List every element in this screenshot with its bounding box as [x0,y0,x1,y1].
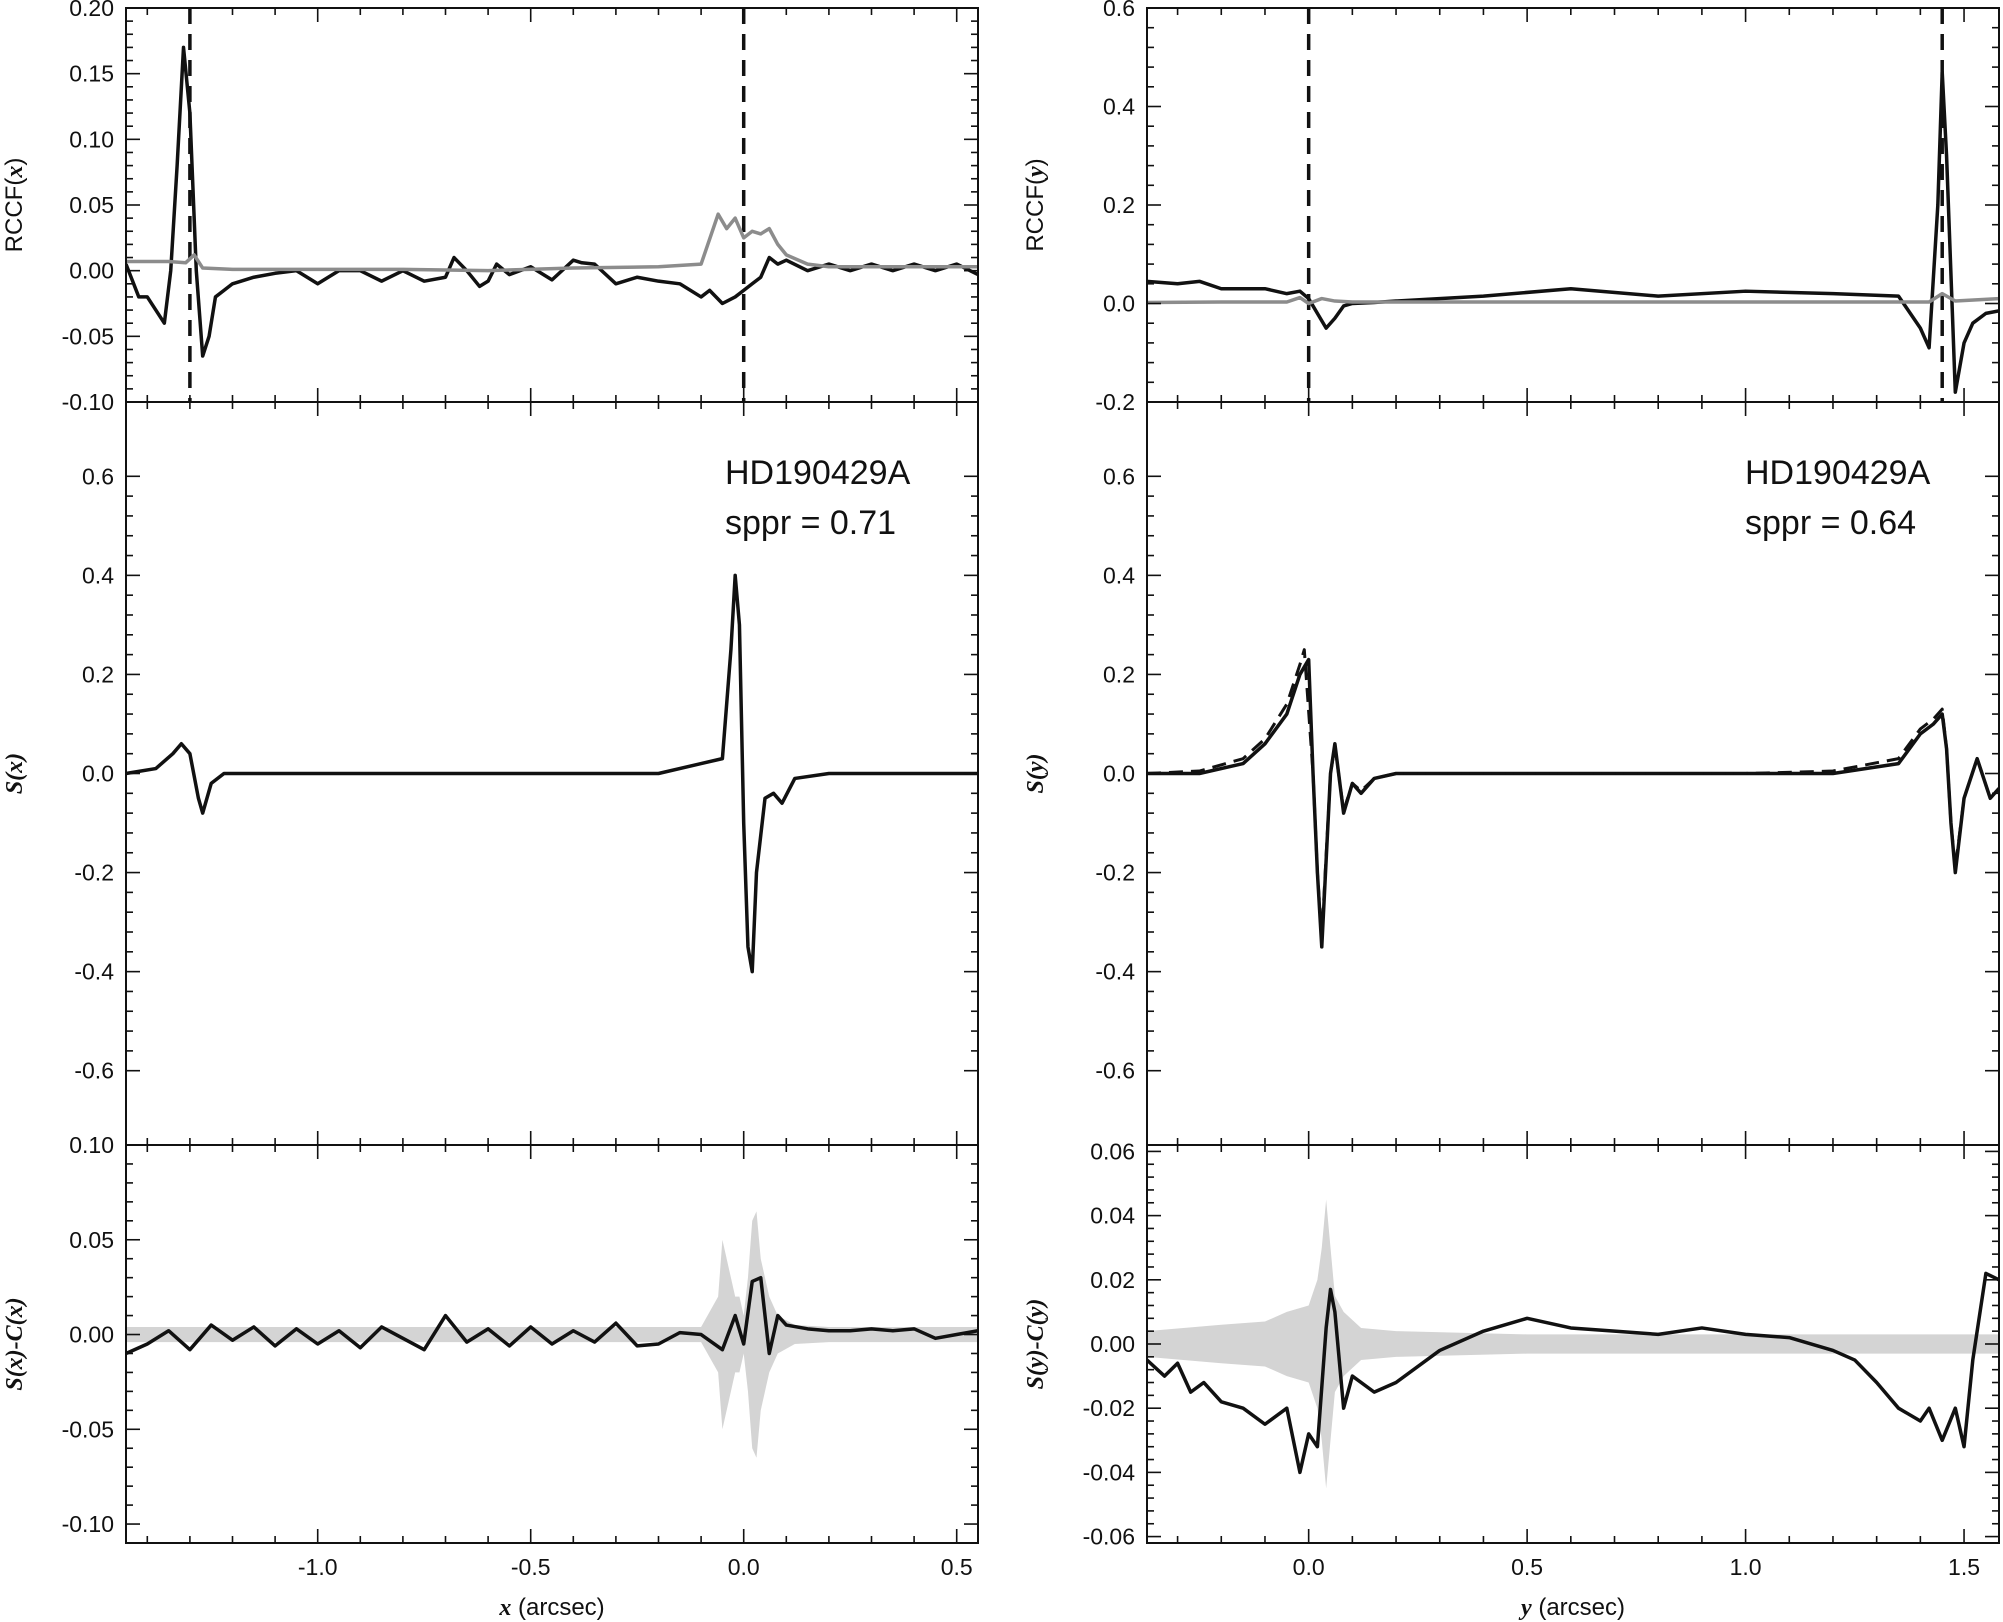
series-line-black [1147,70,1999,394]
y-axis-label: S(x) [2,753,28,794]
y-axis-label: S(y) [1023,754,1049,794]
x-tick-label: 0.0 [1293,1554,1325,1580]
data-layer-resid-x [126,1211,978,1458]
series-line-solid [1147,657,1999,949]
x-tick-label: 1.5 [1948,1554,1980,1580]
y-tick-label: 0.20 [69,0,114,21]
y-tick-label: 0.2 [1103,661,1135,687]
y-label-var: S(y)-C(y) [1023,1299,1049,1390]
uncertainty-band [126,1211,978,1458]
y-tick-label: 0.4 [82,562,114,588]
x-tick-label: 0.0 [728,1554,760,1580]
data-layer-s-y [1147,648,1999,949]
y-label-var: x [2,166,28,179]
y-tick-label: -0.10 [62,389,114,415]
x-label-unit: (arcsec) [511,1594,604,1621]
y-tick-label: 0.0 [82,761,114,787]
panel-s-y: -0.6 -0.4 -0.2 0.0 0.2 0.4 0.6 S(y) HD190429A spp… [1023,401,2000,1146]
series-line-solid [126,573,978,974]
y-label-part: ) [1,158,28,166]
y-tick-label: -0.6 [1095,1058,1135,1084]
y-tick-label: 0.00 [1090,1331,1135,1357]
y-axis-label: S(y)-C(y) [1023,1299,1049,1390]
annotation-text: sppr = 0.71 [725,504,896,542]
y-tick-label: 0.0 [1103,291,1135,317]
y-tick-label: 0.6 [82,463,114,489]
panel-rccf-x: -0.10 -0.05 0.00 0.05 0.10 0.15 0.20 RCCF(x) [1,0,979,415]
annotation-text: HD190429A [725,454,911,492]
y-label-part: RCCF( [1,178,28,253]
y-tick-label: -0.4 [1095,959,1135,985]
y-tick-label: -0.2 [1095,389,1135,415]
x-axis-label: y (arcsec) [1518,1594,1625,1621]
series-line-dashed [1147,648,1999,939]
y-tick-label: -0.6 [74,1058,114,1084]
panel-s-x: -0.6 -0.4 -0.2 0.0 0.2 0.4 0.6 S(x) HD190429A spp… [2,401,979,1146]
panel-resid-y: -0.06 -0.04 -0.02 0.00 0.02 0.04 0.06 S(y)-C(y) [1023,1138,2000,1550]
y-tick-label: 0.4 [1103,94,1135,120]
y-tick-label: 0.02 [1090,1267,1135,1293]
y-tick-label: 0.15 [69,61,114,87]
y-tick-label: -0.06 [1083,1524,1135,1550]
panel-frame [1146,7,2000,403]
y-tick-label: 0.10 [69,1132,114,1158]
y-tick-label: 0.00 [69,258,114,284]
y-tick-label: -0.10 [62,1511,114,1537]
y-label-var: y [1023,166,1049,180]
y-tick-label: 0.06 [1090,1138,1135,1164]
series-line-black [1147,1271,1999,1475]
panel-resid-x: -0.10 -0.05 0.00 0.05 0.10 S(x)-C(x) [2,1132,979,1544]
y-tick-label: -0.2 [1095,860,1135,886]
data-layer-rccf-y [1147,8,1999,402]
series-line-gray [126,212,978,273]
series-line-black [126,1275,978,1356]
data-layer-resid-y [1147,1199,1999,1489]
x-tick-label: -1.0 [298,1554,338,1580]
y-tick-label: 0.0 [1103,761,1135,787]
y-axis-label: RCCF(x) [1,158,28,253]
y-label-var: S(x) [2,753,28,794]
y-tick-label: 0.2 [1103,192,1135,218]
x-tick-label: 1.0 [1730,1554,1762,1580]
x-tick-label: 0.5 [1511,1554,1543,1580]
panel-frame [125,7,979,403]
y-tick-label: -0.4 [74,959,114,985]
y-tick-label: 0.4 [1103,562,1135,588]
series-line-gray [1147,291,1999,306]
series-line-black [126,45,978,358]
y-label-var: S(y) [1023,754,1049,794]
y-tick-label: 0.05 [69,192,114,218]
y-tick-label: 0.05 [69,1227,114,1253]
x-tick-label: 0.5 [941,1554,973,1580]
x-label-var: y [1518,1595,1532,1621]
y-tick-label: 0.2 [82,661,114,687]
y-axis-label: RCCF(y) [1022,158,1049,251]
y-label-var: S(x)-C(x) [2,1297,28,1390]
data-layer-s-x [126,573,978,974]
annotation-text: sppr = 0.64 [1745,504,1916,542]
panel-frame [125,1144,979,1544]
y-axis-label: S(x)-C(x) [2,1297,28,1390]
y-label-part: RCCF( [1022,177,1049,252]
data-layer-rccf-x [126,8,978,402]
y-tick-label: -0.05 [62,323,114,349]
y-tick-label: 0.04 [1090,1203,1135,1229]
y-tick-label: -0.2 [74,860,114,886]
x-tick-label: -0.5 [511,1554,551,1580]
x-label-unit: (arcsec) [1532,1594,1625,1621]
y-label-part: ) [1022,158,1049,166]
y-tick-label: 0.6 [1103,0,1135,21]
y-tick-label: -0.02 [1083,1395,1135,1421]
y-tick-label: 0.10 [69,126,114,152]
annotation-text: HD190429A [1745,454,1931,492]
uncertainty-band [1147,1199,1999,1489]
y-tick-label: 0.00 [69,1322,114,1348]
y-tick-label: 0.6 [1103,463,1135,489]
y-tick-label: -0.04 [1083,1459,1136,1485]
x-axis-label: x (arcsec) [498,1594,604,1621]
panel-rccf-y: -0.2 0.0 0.2 0.4 0.6 RCCF(y) [1022,0,2000,415]
x-label-var: x [498,1595,511,1621]
y-tick-label: -0.05 [62,1416,114,1442]
